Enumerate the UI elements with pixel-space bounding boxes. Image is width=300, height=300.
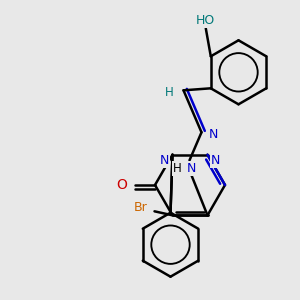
Text: O: O (117, 178, 128, 192)
Text: H: H (165, 86, 174, 99)
Text: N: N (187, 162, 196, 175)
Text: HO: HO (196, 14, 215, 27)
Text: H: H (173, 162, 182, 175)
Text: N: N (209, 128, 218, 141)
Text: Br: Br (134, 201, 147, 214)
Text: N: N (160, 154, 169, 167)
Text: N: N (211, 154, 220, 167)
